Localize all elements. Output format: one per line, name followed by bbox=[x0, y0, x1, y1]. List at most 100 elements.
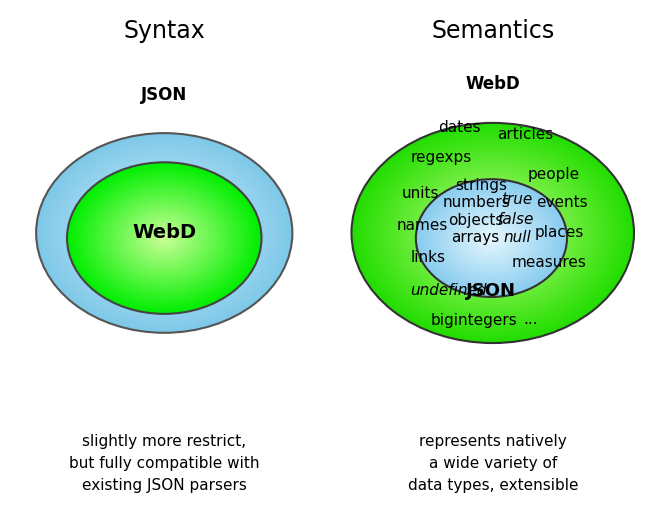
Circle shape bbox=[406, 165, 579, 301]
Circle shape bbox=[60, 152, 268, 314]
Circle shape bbox=[147, 219, 182, 247]
Circle shape bbox=[456, 204, 530, 262]
Circle shape bbox=[421, 183, 562, 293]
Circle shape bbox=[417, 174, 569, 292]
Text: represents natively
a wide variety of
data types, extensible: represents natively a wide variety of da… bbox=[407, 434, 578, 493]
Circle shape bbox=[158, 228, 171, 238]
Circle shape bbox=[110, 196, 219, 281]
Circle shape bbox=[463, 209, 523, 257]
Circle shape bbox=[84, 176, 244, 301]
Circle shape bbox=[485, 233, 498, 243]
Circle shape bbox=[153, 229, 175, 247]
Circle shape bbox=[127, 209, 202, 267]
Circle shape bbox=[80, 173, 248, 304]
Circle shape bbox=[79, 167, 249, 299]
Circle shape bbox=[416, 179, 567, 297]
Circle shape bbox=[106, 188, 222, 278]
Circle shape bbox=[468, 214, 518, 252]
Circle shape bbox=[131, 212, 197, 264]
Circle shape bbox=[460, 214, 523, 263]
Circle shape bbox=[445, 202, 538, 274]
Circle shape bbox=[475, 219, 510, 247]
Circle shape bbox=[91, 176, 238, 290]
Text: units: units bbox=[401, 186, 440, 201]
Circle shape bbox=[91, 181, 237, 295]
Circle shape bbox=[52, 145, 277, 321]
Circle shape bbox=[54, 147, 275, 319]
Circle shape bbox=[124, 207, 204, 269]
Circle shape bbox=[114, 194, 214, 272]
Circle shape bbox=[73, 162, 256, 304]
Circle shape bbox=[440, 198, 543, 279]
Circle shape bbox=[100, 188, 229, 288]
Circle shape bbox=[420, 177, 565, 289]
Circle shape bbox=[101, 189, 227, 287]
Circle shape bbox=[459, 207, 526, 259]
Circle shape bbox=[77, 170, 252, 306]
Circle shape bbox=[68, 158, 260, 308]
Circle shape bbox=[63, 154, 265, 312]
Circle shape bbox=[114, 199, 214, 277]
Text: Semantics: Semantics bbox=[431, 19, 555, 42]
Text: true: true bbox=[501, 192, 532, 207]
Circle shape bbox=[365, 134, 620, 332]
Circle shape bbox=[397, 159, 588, 307]
Text: names: names bbox=[397, 218, 448, 233]
Circle shape bbox=[79, 172, 250, 304]
Circle shape bbox=[120, 203, 209, 273]
Circle shape bbox=[112, 197, 217, 279]
Circle shape bbox=[468, 220, 515, 257]
Circle shape bbox=[478, 227, 505, 249]
Circle shape bbox=[134, 209, 194, 257]
Circle shape bbox=[399, 160, 586, 306]
Circle shape bbox=[76, 169, 253, 307]
Circle shape bbox=[94, 183, 235, 293]
Text: measures: measures bbox=[512, 255, 587, 270]
Circle shape bbox=[147, 225, 181, 251]
Circle shape bbox=[472, 223, 510, 253]
Circle shape bbox=[66, 157, 262, 309]
Circle shape bbox=[67, 162, 261, 314]
Circle shape bbox=[466, 219, 516, 258]
Circle shape bbox=[87, 178, 242, 298]
Circle shape bbox=[420, 182, 563, 294]
Circle shape bbox=[153, 224, 175, 242]
Circle shape bbox=[436, 195, 547, 281]
Circle shape bbox=[374, 141, 611, 325]
Circle shape bbox=[81, 174, 247, 303]
Circle shape bbox=[475, 225, 508, 251]
Circle shape bbox=[134, 215, 194, 262]
Circle shape bbox=[424, 179, 562, 287]
Circle shape bbox=[355, 125, 631, 340]
Circle shape bbox=[100, 183, 229, 283]
Circle shape bbox=[382, 146, 604, 319]
Circle shape bbox=[452, 201, 533, 265]
Circle shape bbox=[422, 184, 560, 292]
Circle shape bbox=[74, 168, 254, 308]
Circle shape bbox=[431, 185, 555, 281]
Text: null: null bbox=[504, 230, 532, 245]
Circle shape bbox=[455, 209, 528, 267]
Text: objects: objects bbox=[448, 212, 503, 228]
Circle shape bbox=[408, 167, 578, 299]
Circle shape bbox=[411, 169, 574, 296]
Text: WebD: WebD bbox=[132, 223, 196, 243]
Circle shape bbox=[129, 205, 200, 261]
Circle shape bbox=[447, 204, 535, 272]
Circle shape bbox=[130, 211, 198, 265]
Circle shape bbox=[150, 222, 179, 244]
Circle shape bbox=[351, 123, 634, 343]
Circle shape bbox=[148, 221, 180, 245]
Text: Syntax: Syntax bbox=[124, 19, 205, 42]
Circle shape bbox=[413, 171, 572, 295]
Circle shape bbox=[392, 155, 593, 311]
Circle shape bbox=[121, 199, 208, 267]
Circle shape bbox=[468, 220, 514, 255]
Circle shape bbox=[487, 229, 498, 237]
Circle shape bbox=[118, 197, 211, 269]
Circle shape bbox=[102, 184, 227, 282]
Circle shape bbox=[390, 153, 595, 313]
Circle shape bbox=[461, 208, 524, 258]
Circle shape bbox=[450, 200, 535, 266]
Circle shape bbox=[464, 217, 519, 260]
